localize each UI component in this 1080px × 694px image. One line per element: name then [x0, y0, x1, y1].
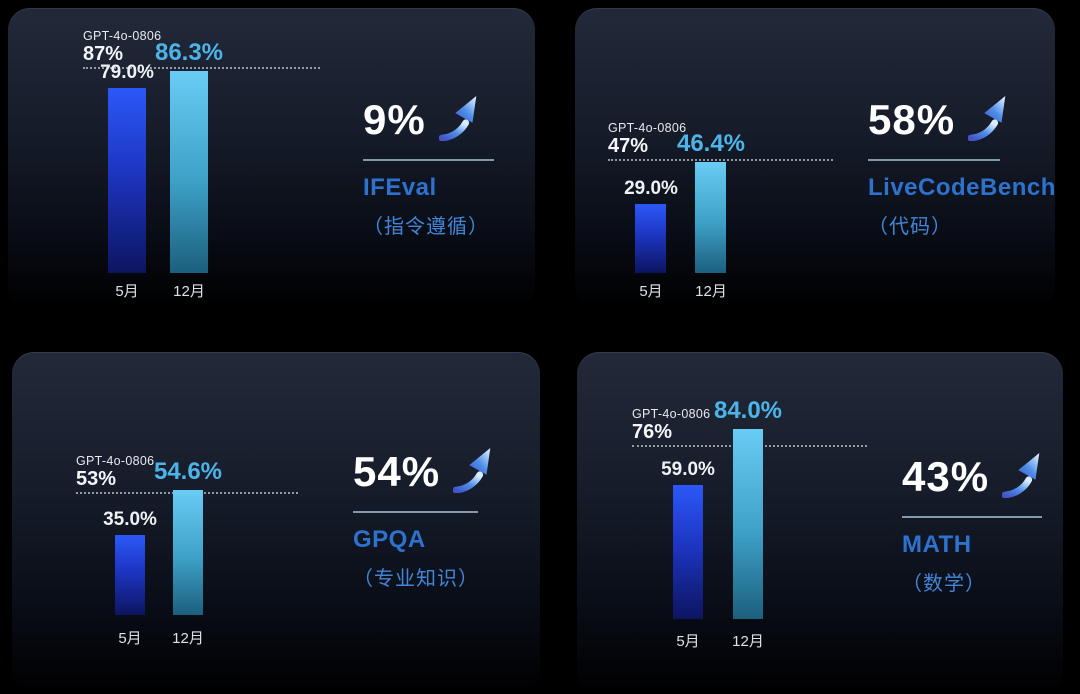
axis-label-may: 5月: [639, 283, 663, 300]
improvement-row: 58%: [868, 95, 1056, 144]
panel-gpqa: GPT-4o-0806 53% 35.0% 54.6% 5月 12月 54% G…: [12, 352, 540, 694]
up-trend-arrow-icon: [453, 447, 491, 493]
improvement-row: 9%: [363, 95, 494, 144]
up-trend-arrow-icon: [438, 95, 477, 141]
up-trend-arrow-icon: [968, 95, 1006, 141]
divider-line: [363, 159, 494, 161]
improvement-row: 43%: [902, 452, 1046, 501]
benchmark-info: 58% LiveCodeBench （代码）: [868, 95, 1056, 239]
bar-chart: GPT-4o-0806 47% 29.0% 46.4% 5月 12月: [575, 8, 1055, 308]
axis-label-december: 12月: [173, 283, 205, 300]
reference-model-name: GPT-4o-0806: [83, 28, 162, 43]
bar-value-may: 79.0%: [100, 61, 154, 83]
reference-model-name: GPT-4o-0806: [632, 406, 711, 421]
reference-value: 53%: [76, 467, 117, 490]
up-trend-arrow-icon: [1002, 452, 1040, 498]
axis-label-december: 12月: [172, 630, 204, 647]
improvement-row: 54%: [353, 447, 497, 496]
benchmark-name-cn: （数学）: [902, 572, 986, 595]
benchmark-info: 43% MATH （数学）: [902, 452, 1046, 596]
bar-december: [173, 490, 203, 615]
bar-value-december: 54.6%: [153, 458, 223, 486]
panel-livecodebench: GPT-4o-0806 47% 29.0% 46.4% 5月 12月 58% L…: [575, 8, 1055, 308]
benchmark-info: 9% IFEval （指令遵循）: [363, 95, 494, 239]
bar-may: [115, 535, 145, 615]
panel-ifeval: GPT-4o-0806 87% 79.0% 86.3% 5月 12月 9% IF…: [8, 8, 535, 308]
bar-december: [733, 428, 763, 619]
divider-line: [868, 159, 1000, 161]
bar-value-may: 35.0%: [103, 509, 157, 531]
axis-label-december: 12月: [695, 283, 727, 300]
benchmark-name-cn: （专业知识）: [353, 567, 479, 590]
benchmark-name: LiveCodeBench: [868, 173, 1056, 201]
bar-chart: GPT-4o-0806 87% 79.0% 86.3% 5月 12月: [8, 8, 535, 308]
benchmark-name: GPQA: [353, 525, 426, 553]
reference-value: 87%: [83, 42, 124, 65]
divider-line: [902, 516, 1042, 518]
improvement-value: 9%: [363, 95, 426, 143]
bar-may: [635, 203, 666, 273]
reference-label: GPT-4o-0806 87%: [83, 29, 161, 65]
bar-value-december: 46.4%: [676, 130, 746, 158]
axis-label-may: 5月: [676, 633, 700, 650]
axis-label-may: 5月: [115, 283, 139, 300]
benchmark-info: 54% GPQA （专业知识）: [353, 447, 497, 591]
reference-model-name: GPT-4o-0806: [608, 120, 687, 135]
improvement-value: 43%: [902, 452, 990, 500]
bar-value-may: 59.0%: [661, 459, 715, 481]
bar-value-december: 84.0%: [713, 396, 783, 424]
bar-may: [108, 87, 146, 273]
reference-value: 76%: [632, 420, 673, 443]
reference-label: GPT-4o-0806 76%: [632, 407, 710, 443]
bar-december: [170, 70, 208, 273]
reference-label: GPT-4o-0806 53%: [76, 454, 154, 490]
reference-dotted-line: [608, 159, 833, 161]
axis-label-december: 12月: [732, 633, 764, 650]
axis-label-may: 5月: [118, 630, 142, 647]
divider-line: [353, 511, 478, 513]
benchmark-name: IFEval: [363, 173, 437, 201]
benchmark-name: MATH: [902, 530, 972, 558]
bar-value-may: 29.0%: [624, 177, 678, 199]
reference-dotted-line: [83, 67, 320, 69]
bar-value-december: 86.3%: [154, 38, 224, 66]
bar-may: [673, 485, 703, 619]
reference-value: 47%: [608, 134, 649, 157]
reference-label: GPT-4o-0806 47%: [608, 121, 686, 157]
bar-december: [695, 162, 726, 273]
reference-model-name: GPT-4o-0806: [76, 453, 155, 468]
benchmark-name-cn: （代码）: [868, 215, 952, 238]
bar-chart: GPT-4o-0806 53% 35.0% 54.6% 5月 12月: [12, 352, 540, 694]
benchmark-name-cn: （指令遵循）: [363, 215, 489, 238]
panel-math: GPT-4o-0806 76% 59.0% 84.0% 5月 12月 43% M…: [577, 352, 1063, 694]
bar-chart: GPT-4o-0806 76% 59.0% 84.0% 5月 12月: [577, 352, 1063, 694]
improvement-value: 58%: [868, 95, 956, 143]
improvement-value: 54%: [353, 447, 441, 495]
